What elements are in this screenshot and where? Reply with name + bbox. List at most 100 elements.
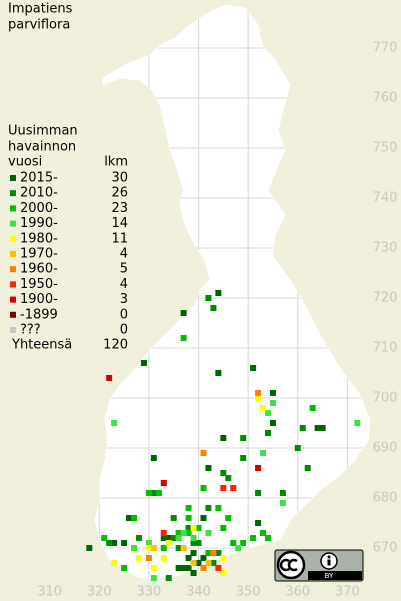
by-icon-head — [327, 555, 331, 559]
observation-cell — [150, 575, 157, 581]
observation-cell — [205, 295, 212, 301]
y-tick-label: 680 — [373, 491, 398, 506]
observation-cell — [180, 565, 187, 571]
observation-cell — [165, 540, 172, 546]
legend-label: 1970- — [20, 247, 58, 262]
y-tick-label: 760 — [373, 91, 398, 106]
observation-cell — [135, 535, 142, 541]
observation-cell — [200, 515, 207, 521]
observation-cell — [269, 390, 276, 396]
observation-cell — [165, 535, 172, 541]
observation-cell — [126, 515, 133, 521]
observation-cell — [160, 480, 167, 486]
x-tick-label: 350 — [236, 585, 261, 600]
observation-cell — [135, 555, 142, 561]
x-tick-label: 320 — [87, 585, 112, 600]
observation-cell — [200, 555, 207, 561]
legend-label: 1990- — [20, 216, 58, 231]
cc-letters — [279, 558, 298, 572]
legend-label: 2000- — [20, 201, 58, 216]
observation-cell — [269, 420, 276, 426]
legend-label: ??? — [20, 323, 41, 338]
observation-cell — [205, 465, 212, 471]
observation-cell — [264, 535, 271, 541]
observation-cell — [190, 570, 197, 576]
y-tick-label: 720 — [373, 291, 398, 306]
legend-count: 14 — [111, 216, 128, 231]
badge-text: BY — [325, 572, 334, 580]
observation-cell — [160, 545, 167, 551]
observation-cell — [260, 530, 267, 536]
observation-cell — [160, 555, 167, 561]
legend-count: 23 — [111, 201, 128, 216]
y-tick-label: 670 — [373, 541, 398, 556]
observation-cell — [205, 530, 212, 536]
observation-cell — [190, 550, 197, 556]
observation-cell — [185, 515, 192, 521]
legend-swatch — [10, 190, 16, 197]
legend-count: 26 — [111, 186, 128, 201]
observation-cell — [210, 560, 217, 566]
observation-cell — [215, 550, 222, 556]
observation-cell — [170, 515, 177, 521]
x-tick-label: 360 — [285, 585, 310, 600]
observation-cell — [309, 405, 316, 411]
legend-total: 120 — [103, 338, 128, 353]
observation-cell — [264, 430, 271, 436]
observation-cell — [230, 540, 237, 546]
observation-cell — [185, 530, 192, 536]
legend-label: 1950- — [20, 277, 58, 292]
legend-label: 2015- — [20, 171, 58, 186]
observation-cell — [210, 305, 217, 311]
observation-cell — [190, 560, 197, 566]
x-tick-label: 330 — [136, 585, 161, 600]
legend-total-label: Yhteensä — [11, 338, 72, 353]
observation-cell — [250, 535, 257, 541]
observation-cell — [319, 425, 326, 431]
observation-cell — [170, 535, 177, 541]
observation-cell — [220, 435, 227, 441]
axis-labels: 310 320 330 340 350 360 3706706806907007107207… — [37, 41, 397, 600]
legend-count: 30 — [111, 171, 128, 186]
legend-header: havainnon — [8, 140, 76, 155]
x-tick-label: 370 — [335, 585, 360, 600]
observation-cell — [215, 290, 222, 296]
legend-count: 0 — [120, 323, 128, 338]
observation-cell — [264, 410, 271, 416]
observation-cell — [200, 565, 207, 571]
observation-cell — [106, 375, 113, 381]
observation-cell — [106, 540, 113, 546]
legend-header: Uusimman — [8, 124, 78, 139]
license-badge[interactable]: BY — [274, 549, 364, 582]
observation-cell — [205, 560, 212, 566]
legend-label: 1980- — [20, 231, 58, 246]
observation-cell — [150, 565, 157, 571]
legend-count: 4 — [120, 277, 128, 292]
observation-cell — [160, 535, 167, 541]
y-tick-label: 750 — [373, 141, 398, 156]
y-tick-label: 690 — [373, 441, 398, 456]
observation-cell — [220, 525, 227, 531]
y-tick-label: 730 — [373, 241, 398, 256]
legend-label: 1900- — [20, 292, 58, 307]
observation-cell — [111, 420, 118, 426]
y-tick-label: 770 — [373, 41, 398, 56]
legend-swatch — [10, 311, 16, 318]
observation-cell — [210, 550, 217, 556]
observation-cell — [255, 465, 262, 471]
legend-swatch — [10, 235, 16, 242]
observation-cell — [185, 525, 192, 531]
x-tick-label: 310 — [37, 585, 62, 600]
observation-cell — [111, 540, 118, 546]
observation-cell — [180, 530, 187, 536]
observation-cell — [240, 435, 247, 441]
observation-cell — [155, 490, 162, 496]
legend-count: 5 — [120, 262, 128, 277]
observation-cell — [230, 485, 237, 491]
observation-cell — [190, 540, 197, 546]
observation-cell — [200, 450, 207, 456]
observation-cell — [195, 525, 202, 531]
observation-cell — [220, 485, 227, 491]
observation-cell — [255, 395, 262, 401]
